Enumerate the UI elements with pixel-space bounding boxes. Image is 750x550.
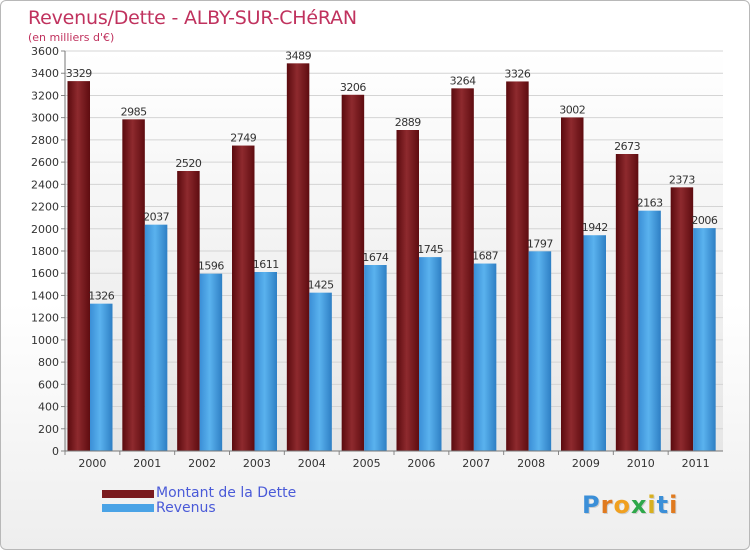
data-label-dette: 2749 (230, 132, 256, 145)
legend-swatch-revenus (102, 504, 154, 512)
data-label-revenus: 1674 (362, 251, 388, 264)
chart-title: Revenus/Dette - ALBY-SUR-CHéRAN (28, 7, 357, 29)
x-tick-label: 2004 (298, 457, 326, 470)
logo-letter: r (600, 491, 614, 519)
bar-revenus (638, 210, 661, 451)
logo-letter: o (613, 491, 631, 519)
y-tick-label: 3200 (31, 89, 59, 102)
bar-dette (451, 88, 474, 451)
bar-revenus (199, 273, 223, 451)
x-tick-label: 2009 (572, 457, 600, 470)
x-tick-label: 2010 (627, 457, 655, 470)
data-label-revenus: 2037 (143, 211, 169, 224)
x-tick-label: 2011 (682, 457, 710, 470)
x-tick-label: 2007 (462, 457, 490, 470)
data-label-dette: 2673 (614, 140, 640, 153)
bar-revenus (90, 303, 113, 451)
x-tick-label: 2001 (133, 457, 161, 470)
legend-swatch-dette (102, 490, 154, 498)
data-label-revenus: 1596 (198, 260, 224, 273)
y-tick-label: 200 (38, 423, 59, 436)
bar-revenus (364, 265, 387, 451)
bar-revenus (144, 224, 168, 451)
bar-dette (67, 81, 90, 451)
data-label-dette: 2985 (121, 105, 147, 118)
y-tick-label: 400 (38, 401, 59, 414)
legend-label-dette: Montant de la Dette (156, 485, 297, 501)
bar-dette (396, 130, 419, 451)
y-tick-label: 2200 (31, 201, 59, 214)
y-tick-label: 600 (38, 378, 59, 391)
y-tick-label: 3400 (31, 67, 59, 80)
bar-dette (286, 63, 310, 451)
x-tick-label: 2005 (353, 457, 381, 470)
proxiti-logo: Proxiti (582, 491, 678, 519)
y-tick-label: 1800 (31, 245, 59, 258)
x-tick-label: 2006 (407, 457, 435, 470)
bar-dette (232, 145, 255, 452)
y-tick-label: 2400 (31, 178, 59, 191)
data-label-dette: 3489 (285, 49, 311, 62)
bar-dette (561, 117, 584, 451)
x-tick-label: 2000 (78, 457, 106, 470)
y-tick-label: 1400 (31, 289, 59, 302)
y-tick-label: 3600 (31, 45, 59, 58)
y-tick-label: 1200 (31, 312, 59, 325)
bar-dette (506, 81, 529, 451)
y-tick-label: 1000 (31, 334, 59, 347)
bar-dette (122, 119, 145, 451)
data-label-revenus: 2163 (637, 197, 663, 210)
data-label-revenus: 1425 (308, 279, 334, 292)
logo-letter: i (669, 491, 679, 519)
logo-letter: x (630, 491, 648, 519)
legend-label-revenus: Revenus (156, 500, 216, 516)
y-tick-label: 3000 (31, 112, 59, 125)
x-tick-label: 2008 (517, 457, 545, 470)
logo-letter: t (656, 491, 670, 519)
data-label-dette: 3264 (450, 74, 476, 87)
x-tick-label: 2003 (243, 457, 271, 470)
data-label-revenus: 1326 (88, 290, 114, 303)
data-label-revenus: 1611 (253, 258, 279, 271)
x-tick-label: 2002 (188, 457, 216, 470)
data-label-revenus: 1942 (582, 221, 608, 234)
bar-revenus (309, 292, 332, 451)
chart-subtitle: (en milliers d'€) (28, 31, 115, 44)
data-label-dette: 3206 (340, 81, 366, 94)
data-label-dette: 3002 (559, 103, 585, 116)
data-label-revenus: 1687 (472, 250, 498, 263)
y-tick-label: 1600 (31, 267, 59, 280)
y-tick-label: 2800 (31, 134, 59, 147)
y-tick-label: 2600 (31, 156, 59, 169)
data-label-dette: 3326 (504, 67, 530, 80)
bar-revenus (583, 235, 606, 451)
bar-dette (615, 154, 639, 451)
bar-revenus (693, 228, 716, 451)
data-label-revenus: 1797 (527, 237, 553, 250)
bar-revenus (254, 272, 277, 451)
bar-revenus (473, 263, 497, 451)
data-label-dette: 2373 (669, 173, 695, 186)
bar-dette (670, 187, 694, 452)
y-tick-label: 800 (38, 356, 59, 369)
bar-revenus (528, 251, 552, 451)
logo-letter: P (582, 491, 601, 519)
logo-letter: i (647, 491, 657, 519)
bar-dette (341, 94, 365, 452)
data-label-dette: 2889 (395, 116, 421, 129)
bar-dette (177, 171, 200, 451)
bar-revenus (419, 257, 442, 451)
y-tick-label: 2000 (31, 223, 59, 236)
data-label-revenus: 2006 (691, 214, 717, 227)
y-tick-label: 0 (52, 445, 59, 458)
data-label-revenus: 1745 (417, 243, 443, 256)
data-label-dette: 3329 (66, 67, 92, 80)
data-label-dette: 2520 (175, 157, 201, 170)
